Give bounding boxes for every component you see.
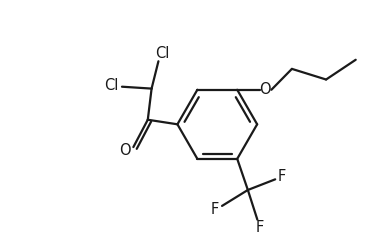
Text: Cl: Cl (105, 78, 119, 94)
Text: O: O (119, 143, 131, 158)
Text: F: F (210, 202, 219, 217)
Text: O: O (259, 82, 270, 97)
Text: F: F (256, 220, 264, 235)
Text: F: F (277, 169, 286, 184)
Text: Cl: Cl (155, 46, 169, 61)
